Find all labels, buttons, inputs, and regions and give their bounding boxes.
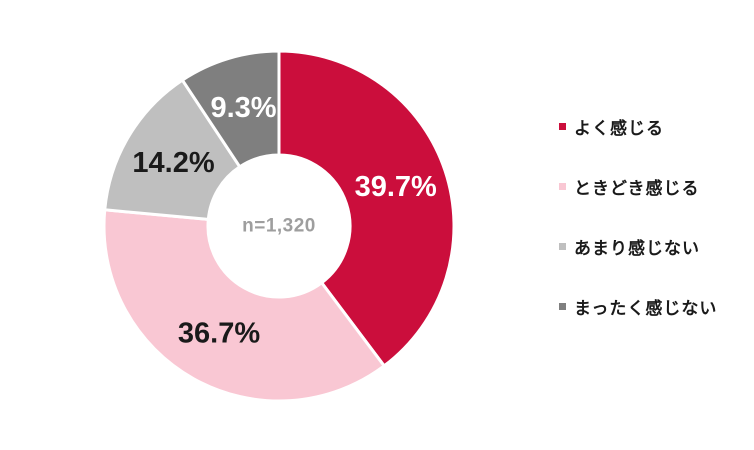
legend-label: あまり感じない — [574, 238, 700, 258]
legend-item-2: あまり感じない — [559, 235, 717, 258]
slice-value-label-2: 14.2% — [132, 147, 214, 179]
legend-item-1: ときどき感じる — [559, 175, 717, 198]
legend-item-3: まったく感じない — [559, 295, 718, 318]
legend-marker-icon — [559, 182, 566, 190]
legend-label: ときどき感じる — [574, 178, 700, 198]
sample-size-label: n=1,320 — [242, 216, 316, 237]
legend-label: よく感じる — [574, 118, 664, 138]
slice-value-label-3: 9.3% — [210, 92, 276, 124]
legend-marker-icon — [559, 122, 566, 130]
legend: よく感じる ときどき感じる あまり感じない まったく感じない — [559, 115, 718, 318]
legend-marker-icon — [559, 242, 566, 250]
pie-slice-1 — [102, 208, 386, 403]
slice-value-label-0: 39.7% — [355, 171, 437, 203]
legend-item-0: よく感じる — [559, 115, 717, 138]
slice-value-label-1: 36.7% — [178, 317, 260, 349]
legend-label: まったく感じない — [574, 298, 718, 318]
pie-slice-0 — [277, 49, 456, 368]
pie-slice-3 — [180, 49, 281, 169]
pie-slice-2 — [103, 78, 242, 221]
legend-marker-icon — [559, 302, 566, 310]
